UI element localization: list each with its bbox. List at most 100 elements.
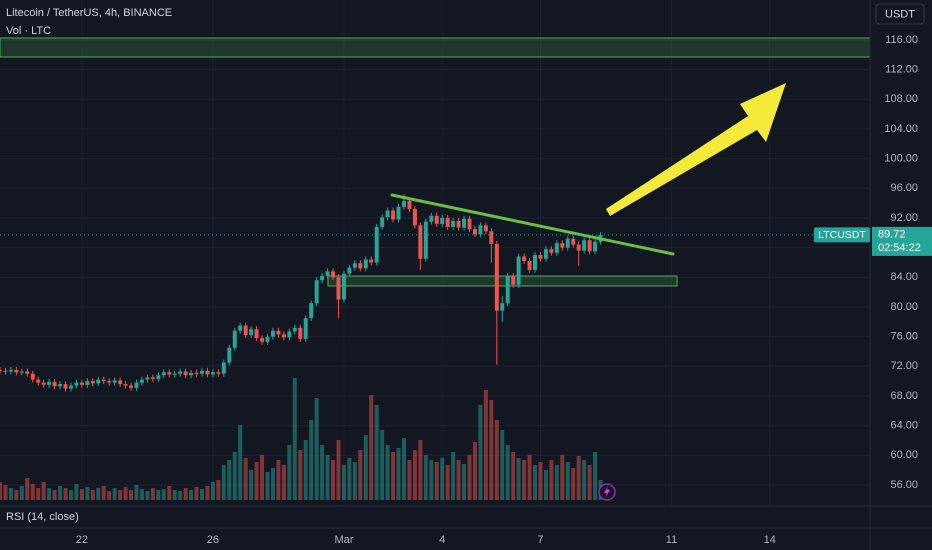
candle-body <box>221 362 226 374</box>
candle-body <box>391 210 396 220</box>
volume-bar <box>582 460 587 500</box>
volume-bar <box>107 491 112 500</box>
volume-bar <box>309 420 314 500</box>
candle-body <box>232 330 237 348</box>
currency-button[interactable] <box>875 3 925 25</box>
volume-bar <box>478 405 483 500</box>
candle-body <box>385 210 390 218</box>
candle-body <box>374 226 379 263</box>
volume-bar <box>243 458 248 500</box>
candle-body <box>538 255 543 259</box>
volume-bar <box>139 489 144 500</box>
volume-bar <box>505 445 510 500</box>
candle-body <box>418 225 423 259</box>
volume-bar <box>440 458 445 500</box>
volume-bar <box>472 442 477 500</box>
volume-bar <box>314 398 319 500</box>
candle-body <box>478 225 483 235</box>
candle-body <box>423 221 428 259</box>
volume-bar <box>3 485 8 500</box>
volume-bar <box>200 489 205 500</box>
candle-body <box>52 381 57 387</box>
volume-bar <box>511 452 516 500</box>
candle-body <box>194 372 199 374</box>
y-tick-label: 116.00 <box>885 34 918 46</box>
volume-bar <box>216 480 221 500</box>
x-tick-label: 7 <box>537 534 543 546</box>
volume-bar <box>52 490 57 500</box>
volume-bar <box>533 465 538 500</box>
candle-body <box>522 256 527 261</box>
volume-bar <box>483 390 488 500</box>
currency-label: USDT <box>885 8 915 20</box>
candle-body <box>593 241 598 252</box>
candle-body <box>429 215 434 222</box>
volume-bar <box>423 455 428 500</box>
candle-body <box>90 381 95 384</box>
volume-bar <box>401 438 406 500</box>
volume-bar <box>150 488 155 500</box>
volume-bar <box>292 378 297 500</box>
candle-body <box>30 373 35 380</box>
volume-bar <box>500 430 505 500</box>
candle-body <box>74 382 79 386</box>
x-tick-label: 4 <box>439 534 445 546</box>
candle-body <box>270 330 275 337</box>
volume-bar <box>462 464 467 500</box>
candle-body <box>407 200 412 210</box>
candle-body <box>341 273 346 300</box>
candle-body <box>254 329 259 339</box>
volume-bar <box>276 460 281 500</box>
candle-body <box>36 379 41 383</box>
volume-bar <box>434 462 439 500</box>
volume-bar <box>489 400 494 500</box>
candle-body <box>287 331 292 338</box>
volume-bar <box>391 452 396 500</box>
alert-bolt <box>604 486 610 498</box>
y-tick-label: 96.00 <box>890 182 918 194</box>
volume-bar <box>445 465 450 500</box>
candle-body <box>358 263 363 269</box>
volume-bar <box>560 455 565 500</box>
volume-bar <box>145 491 150 500</box>
candle-body <box>292 327 297 332</box>
chart-title: Litecoin / TetherUS, 4h, BINANCE <box>6 7 172 19</box>
candle-body <box>25 371 30 374</box>
candle-body <box>314 280 319 304</box>
candle-body <box>47 381 52 385</box>
candle-body <box>576 244 581 251</box>
volume-bar <box>156 490 161 500</box>
candle-body <box>145 377 150 380</box>
candle-body <box>167 372 172 375</box>
candle-body <box>582 240 587 251</box>
volume-bar <box>347 458 352 500</box>
candle-body <box>134 382 139 388</box>
candle-body <box>118 380 123 385</box>
volume-bar <box>320 445 325 500</box>
volume-bar <box>118 490 123 500</box>
volume-bar <box>281 465 286 500</box>
candle-body <box>527 260 532 270</box>
volume-bar <box>374 405 379 500</box>
candle-body <box>205 370 210 375</box>
candle-body <box>63 384 68 389</box>
x-tick-label: Mar <box>334 534 353 546</box>
volume-bar <box>270 468 275 500</box>
volume-bar <box>396 448 401 500</box>
candle-body <box>434 215 439 224</box>
candle-body <box>112 380 117 383</box>
volume-bar <box>210 482 215 500</box>
volume-bar <box>260 455 265 500</box>
candle-body <box>511 275 516 285</box>
candle-body <box>238 325 243 331</box>
volume-bar <box>363 435 368 500</box>
volume-label: Vol · LTC <box>6 25 51 37</box>
symbol-label: LTCUSDT <box>818 229 866 241</box>
volume-bar <box>587 465 592 500</box>
candle-body <box>129 385 134 388</box>
candle-body <box>101 379 106 382</box>
candle-body <box>123 384 128 386</box>
candle-body <box>396 206 401 220</box>
volume-bar <box>565 462 570 500</box>
y-tick-label: 92.00 <box>890 212 918 224</box>
